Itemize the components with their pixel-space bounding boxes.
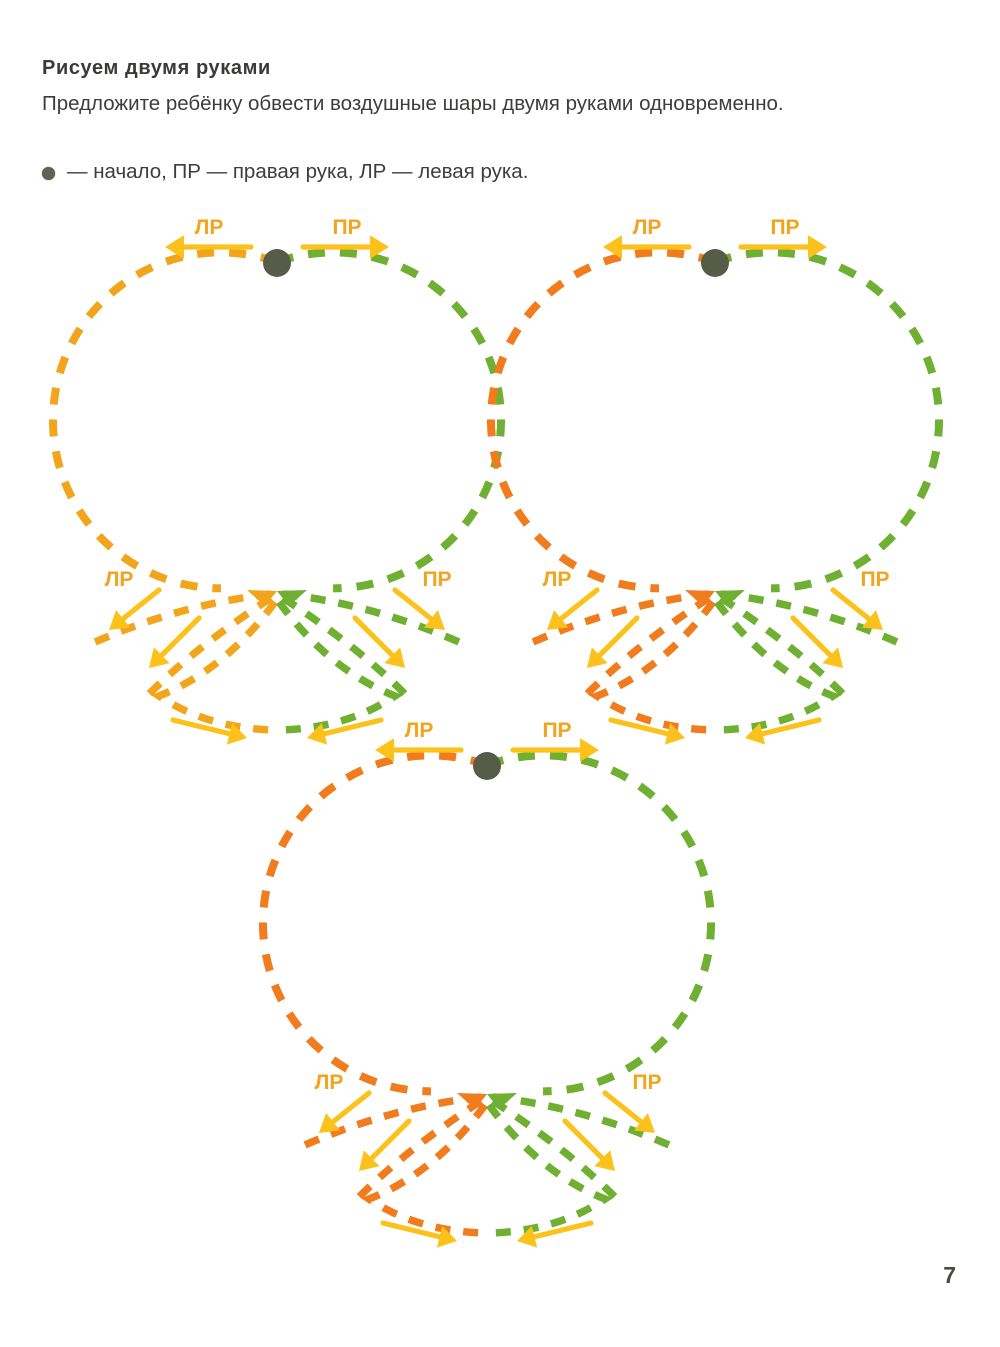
tail-right-label: ПР [422,568,451,591]
top-arrow-group [165,235,389,259]
instruction-block: Рисуем двумя руками Предложите ребёнку о… [42,56,872,119]
legend-text: — начало, ПР — правая рука, ЛР — левая р… [67,160,529,183]
tail-left-label: ЛР [543,568,572,591]
balloon-1: ЛР ПР ЛР ПР [48,216,506,745]
ribbon-arrow-left-3-head [226,722,247,745]
legend: — начало, ПР — правая рука, ЛР — левая р… [42,160,528,184]
start-dot-icon [42,166,55,180]
ribbon-arrow-left-3-head [664,722,685,745]
top-arrow-group [603,235,827,259]
ribbon-arrow-left-3-head [436,1225,457,1248]
instruction-text: Предложите ребёнку обвести воздушные шар… [42,92,784,115]
ribbon-arrow-right-1-shaft [602,1090,644,1125]
page-number: 7 [943,1262,956,1288]
ribbon-arrow-group [319,1090,655,1248]
balloon-outline-left [48,248,279,593]
balloon-outline-right [485,751,716,1096]
balloon-outline-right [275,248,506,593]
ribbon-arrow-left-2-head [359,1150,380,1171]
ribbon-arrow-left-2-head [149,647,170,668]
top-right-label: ПР [332,216,361,239]
ribbon-arrow-left-3-shaft [608,717,671,737]
ribbon-arrow-left-1-head [547,610,569,630]
ribbon-arrow-left-3-shaft [380,1220,443,1240]
ribbon-arrow-right-3-shaft [759,717,822,737]
top-right-label: ПР [770,216,799,239]
ribbon-arrow-right-3-head [745,722,766,745]
tail-right-label: ПР [860,568,889,591]
ribbon-arrow-right-1-head [633,1113,655,1133]
tail-right-label: ПР [632,1071,661,1094]
ribbon-arrow-right-2-head [822,647,843,668]
balloon-ribbons [303,1093,671,1237]
ribbon-left-1 [303,1093,482,1149]
page-title: Рисуем двумя руками [42,57,271,79]
ribbon-arrow-right-2-head [384,647,405,668]
ribbon-arrow-right-1-head [423,610,445,630]
ribbon-arrow-right-1-head [861,610,883,630]
top-left-label: ЛР [633,216,662,239]
ribbon-left-2 [356,1097,484,1200]
ribbon-left-1 [93,590,272,646]
ribbon-arrow-left-1-shaft [558,587,600,622]
top-left-label: ЛР [195,216,224,239]
top-left-label: ЛР [405,719,434,742]
top-right-arrow-head [370,235,389,259]
top-left-arrow-head [603,235,622,259]
top-right-label: ПР [542,719,571,742]
balloon-outline-right [713,248,944,593]
ribbon-arrow-right-3-shaft [531,1220,594,1240]
ribbon-right-1 [720,590,899,646]
ribbon-arrow-left-2-head [587,647,608,668]
ribbon-arrow-group [109,587,445,745]
top-right-arrow-head [580,738,599,762]
top-left-arrow-head [375,738,394,762]
ribbon-arrow-group [547,587,883,745]
top-arrow-group [375,738,599,762]
start-dot-icon [701,249,729,277]
ribbon-arrow-right-2-head [594,1150,615,1171]
ribbon-right-2 [490,1097,618,1200]
ribbon-arrow-left-1-head [109,610,131,630]
start-dot-icon [473,752,501,780]
balloon-outline-left [258,751,489,1096]
top-right-arrow-head [808,235,827,259]
ribbon-right-1 [492,1093,671,1149]
ribbon-arrow-right-3-head [517,1225,538,1248]
ribbon-arrow-left-2-shaft [597,615,640,658]
top-left-arrow-head [165,235,184,259]
ribbon-right-1 [282,590,461,646]
ribbon-arrow-left-3-shaft [170,717,233,737]
tail-left-label: ЛР [105,568,134,591]
ribbon-arrow-left-1-shaft [120,587,162,622]
ribbon-arrow-right-2-shaft [790,615,833,658]
ribbon-arrow-right-3-head [307,722,328,745]
ribbon-arrow-right-2-shaft [562,1118,605,1161]
ribbon-arrow-left-2-shaft [159,615,202,658]
ribbon-arrow-right-1-shaft [392,587,434,622]
ribbon-arrow-right-2-shaft [352,615,395,658]
ribbon-arrow-left-1-shaft [330,1090,372,1125]
balloon-outline-left [486,248,717,593]
ribbon-arrow-left-1-head [319,1113,341,1133]
ribbon-arrow-right-3-shaft [321,717,384,737]
ribbon-left-1 [531,590,710,646]
ribbon-arrow-left-2-shaft [369,1118,412,1161]
balloon-2: ЛР ПР ЛР ПР [486,216,944,745]
start-dot-icon [263,249,291,277]
ribbon-arrow-right-1-shaft [830,587,872,622]
tail-left-label: ЛР [315,1071,344,1094]
